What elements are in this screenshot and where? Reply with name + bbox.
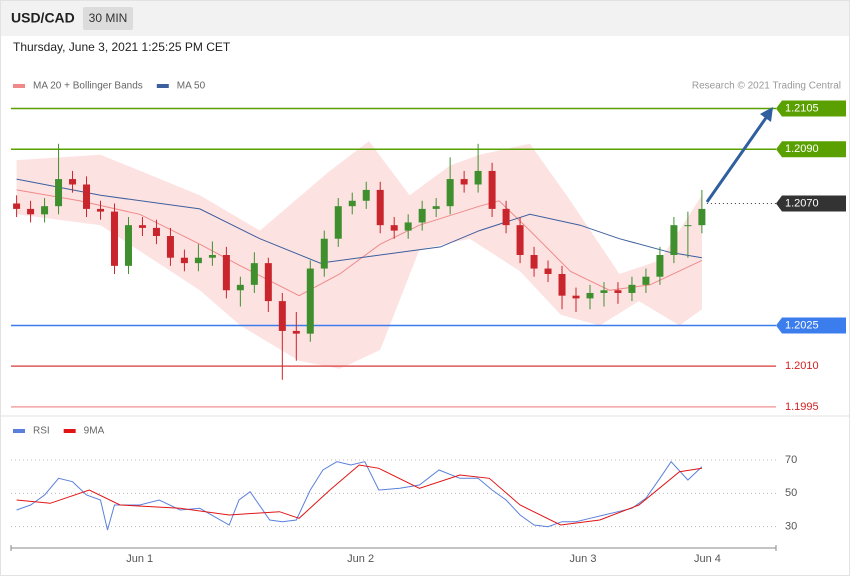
y-tick-label: 50 [785,487,797,499]
level-label: 1.2025 [785,319,819,331]
legend-swatch [156,84,169,88]
level-label: 1.2105 [785,102,819,114]
candle-body [152,227,160,237]
candle-body [418,208,426,223]
interval: 30 MIN [89,11,128,25]
candle-body [306,268,314,334]
forecast-arrow [705,114,770,203]
candle-body [656,255,664,277]
x-tick-label: Jun 3 [570,553,597,565]
legend-label: RSI [33,426,50,437]
legend-swatch [13,429,25,433]
legend-swatch [63,429,76,433]
candle-body [390,225,398,231]
candle-body [474,170,482,185]
candle-body [502,208,510,226]
candle-body [320,238,328,269]
legend-swatch [13,84,25,88]
x-tick-label: Jun 1 [126,553,153,565]
level-label: 1.2090 [785,143,819,155]
candle-body [110,211,118,266]
candle-body [516,225,524,255]
symbol: USD/CAD [11,10,75,26]
level-label: 1.1995 [785,401,819,413]
candle-body [558,273,566,296]
candle-body [13,203,21,209]
candle-body [684,225,692,227]
candle-body [446,179,454,207]
level-tag [776,100,846,117]
candle-body [180,257,188,264]
ma-line [16,178,702,264]
level-label: 1.2010 [785,360,819,372]
candle-body [544,268,552,274]
candle-body [69,179,77,185]
candle-body [488,170,496,209]
candle-body [586,292,594,299]
candle-body [41,206,49,215]
candle-body [628,284,636,293]
bollinger-band [16,141,702,369]
candle-body [600,290,608,293]
header-bar [1,1,849,36]
candle-body [124,225,132,266]
candle-body [250,263,258,285]
level-tag [776,317,846,334]
candle-body [432,206,440,209]
candle-body [278,301,286,331]
x-tick-label: Jun 2 [347,553,374,565]
level-tag [776,195,846,212]
candle-body [222,255,230,291]
candle-body [460,179,468,185]
legend-label: MA 20 + Bollinger Bands [33,81,143,92]
forecast-arrowhead [760,107,773,122]
candle-body [264,263,272,302]
rsi-line [16,464,702,526]
x-tick-label: Jun 4 [694,553,721,565]
interval-badge [83,7,133,30]
candle-body [362,189,370,201]
candle-body [138,225,146,228]
ma-line [16,189,703,297]
candle-body [334,206,342,239]
candle-body [27,208,35,215]
level-tag [776,141,846,158]
level-label: 1.2070 [785,197,819,209]
candle-body [97,208,105,212]
candle-body [83,184,91,209]
legend-label: MA 50 [177,81,206,92]
rsi-line [16,460,703,531]
price-panel: 1.2105 1.2090 1.2070 1.2025 1.2010 1.1995 MA 2… [11,81,846,413]
candle-body [166,236,174,258]
legend-label: 9MA [84,426,105,437]
timestamp: Thursday, June 3, 2021 1:25:25 PM CET [13,40,231,54]
candle-body [572,295,580,299]
candle-body [698,208,706,226]
candle-body [292,330,300,334]
candle-body [376,189,384,226]
rsi-panel: 30 50 70 Jun 1 Jun 2 Jun 3 Jun 4 RSI 9MA [10,426,797,565]
candle-body [530,255,538,269]
candle-body [348,200,356,207]
candle-body [55,179,63,207]
candle-body [404,222,412,231]
candle-body [194,257,202,264]
candle-body [670,225,678,255]
candle-body [614,290,622,293]
candle-body [642,276,650,285]
y-tick-label: 30 [785,521,797,533]
candle-body [208,255,216,258]
source: Research © 2021 Trading Central [692,81,841,92]
y-tick-label: 70 [785,454,797,466]
candle-body [236,284,244,291]
